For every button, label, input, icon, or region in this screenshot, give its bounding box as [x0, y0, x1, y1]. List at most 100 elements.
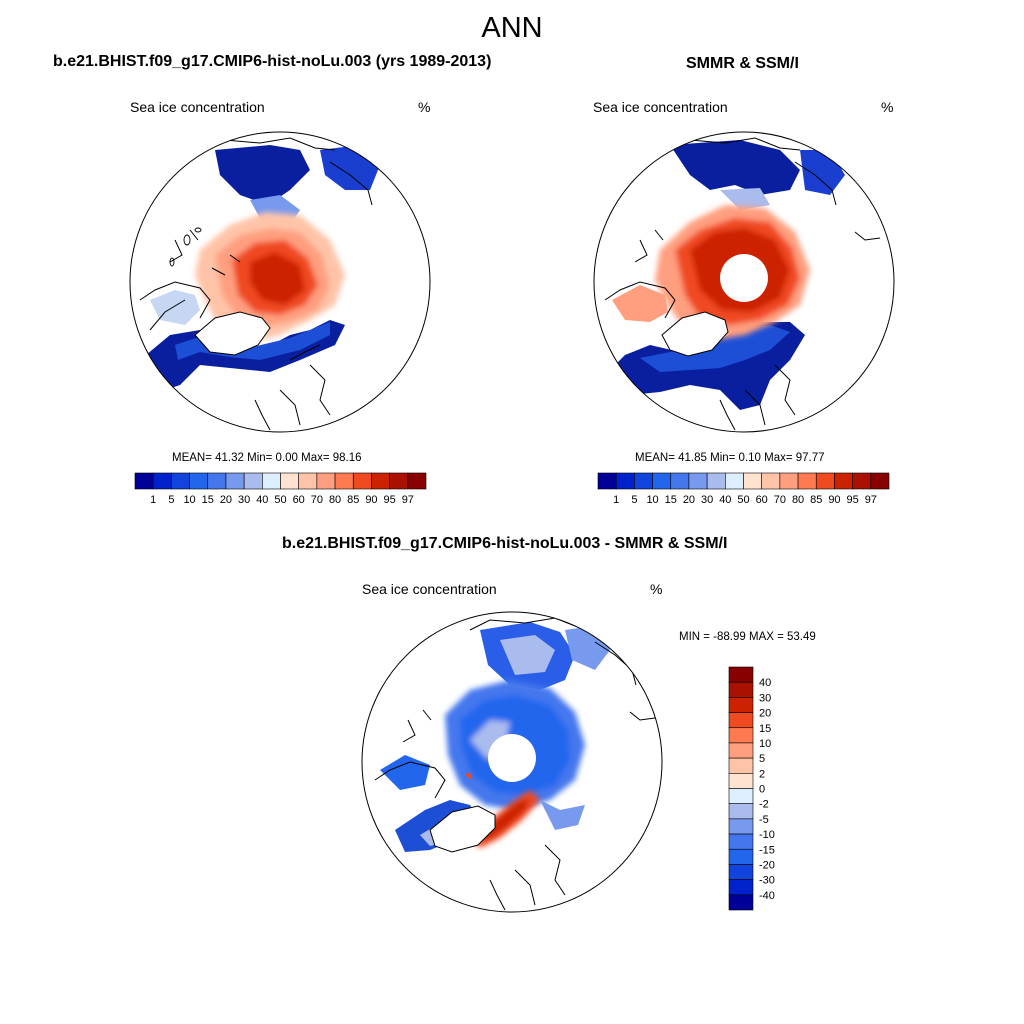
diff-colorbar-tick-label: 15 [759, 723, 771, 735]
obs-colorbar-swatch [652, 472, 672, 490]
model-colorbar-swatch [298, 472, 318, 490]
obs-colorbar-swatch [615, 472, 635, 490]
diff-colorbar-swatch [728, 833, 754, 850]
obs-colorbar-swatch [761, 472, 781, 490]
obs-colorbar-tick-label: 15 [665, 494, 677, 506]
model-polar-map [129, 131, 431, 433]
obs-colorbar-swatch [797, 472, 817, 490]
diff-colorbar-tick-label: 30 [759, 692, 771, 704]
model-colorbar-swatch [225, 472, 245, 490]
obs-colorbar-swatch [725, 472, 744, 490]
diff-units-label: % [650, 581, 663, 597]
obs-colorbar-tick-label: 20 [683, 494, 695, 506]
obs-colorbar-swatch [815, 472, 835, 490]
model-colorbar-swatch [171, 472, 190, 490]
diff-colorbar-tick-label: 20 [759, 708, 771, 720]
model-hudson-bay-ice [150, 290, 200, 325]
diff-min-max: MIN = -88.99 MAX = 53.49 [679, 631, 816, 643]
model-colorbar-swatch [316, 472, 336, 490]
diff-greenland [429, 805, 496, 853]
model-colorbar-swatch [280, 472, 299, 490]
model-colorbar-tick-label: 40 [256, 494, 268, 506]
obs-okhotsk-ice [800, 150, 845, 195]
obs-hudson-bay-ice [612, 285, 668, 322]
model-colorbar-tick-label: 70 [311, 494, 323, 506]
model-colorbar-tick-label: 90 [365, 494, 377, 506]
obs-variable-label: Sea ice concentration [593, 99, 728, 115]
model-colorbar-tick-label: 10 [183, 494, 195, 506]
diff-colorbar-swatch [728, 848, 754, 865]
diff-colorbar-swatch [728, 697, 754, 713]
obs-colorbar-swatch [870, 472, 890, 490]
diff-kara-region [540, 800, 585, 830]
model-colorbar-tick-label: 5 [168, 494, 174, 506]
diff-colorbar-swatch [728, 879, 754, 896]
model-greenland [194, 311, 271, 356]
diff-colorbar-tick-label: -10 [759, 829, 775, 841]
obs-colorbar-tick-label: 30 [701, 494, 713, 506]
figure-title: ANN [481, 12, 543, 44]
obs-colorbar-swatch [834, 472, 853, 490]
model-colorbar-swatch [243, 472, 263, 490]
diff-colorbar-tick-label: -20 [759, 859, 775, 871]
obs-colorbar-tick-label: 97 [865, 494, 877, 506]
obs-colorbar: 1 5 10 15 20 30 40 50 60 70 80 85 90 95 97 [597, 472, 890, 506]
model-variable-label: Sea ice concentration [130, 99, 265, 115]
model-colorbar-swatch [389, 472, 409, 490]
diff-colorbar-swatch [728, 864, 754, 880]
obs-polar-map [593, 131, 895, 433]
diff-colorbar-swatch [728, 894, 754, 911]
model-colorbar-tick-label: 85 [347, 494, 359, 506]
diff-colorbar-tick-label: 0 [759, 784, 765, 796]
obs-marginal-ice-inner [640, 325, 790, 372]
obs-colorbar-tick-label: 50 [737, 494, 749, 506]
diff-bering-inner [500, 635, 555, 675]
model-units-label: % [418, 99, 431, 115]
diff-colorbar-swatch [728, 788, 754, 804]
model-colorbar-swatch [407, 472, 427, 490]
obs-colorbar-tick-label: 85 [810, 494, 822, 506]
diff-colorbar-tick-label: 2 [759, 768, 765, 780]
obs-units-label: % [881, 99, 894, 115]
diff-colorbar-swatch [728, 803, 754, 820]
model-colorbar-tick-label: 80 [329, 494, 341, 506]
diff-pole-hole [488, 734, 536, 782]
obs-colorbar-swatch [852, 472, 872, 490]
diff-colorbar-tick-label: -15 [759, 844, 775, 856]
model-colorbar-tick-label: 30 [238, 494, 250, 506]
diff-colorbar-swatch [728, 666, 754, 683]
model-colorbar-swatch [189, 472, 209, 490]
model-colorbar-tick-label: 20 [220, 494, 232, 506]
model-colorbar-tick-label: 50 [274, 494, 286, 506]
model-colorbar-tick-label: 15 [202, 494, 214, 506]
diff-variable-label: Sea ice concentration [362, 581, 497, 597]
diff-colorbar-tick-label: 40 [759, 677, 771, 689]
diff-polar-map [361, 611, 663, 913]
diff-colorbar-tick-label: -5 [759, 814, 769, 826]
diff-map-boundary [361, 611, 663, 913]
model-colorbar-swatch [352, 472, 372, 490]
model-colorbar-swatch [262, 472, 281, 490]
model-panel-title: b.e21.BHIST.f09_g17.CMIP6-hist-noLu.003 … [53, 53, 492, 70]
model-colorbar-swatch [334, 472, 354, 490]
model-okhotsk-ice [320, 145, 380, 190]
model-colorbar-tick-label: 97 [402, 494, 414, 506]
diff-colorbar-tick-label: -2 [759, 799, 769, 811]
obs-colorbar-tick-label: 1 [613, 494, 619, 506]
diff-colorbar-swatch [728, 773, 754, 789]
obs-map-boundary [593, 131, 895, 433]
diff-hudson-region [380, 755, 430, 790]
obs-colorbar-tick-label: 5 [631, 494, 637, 506]
obs-pole-hole [720, 254, 768, 302]
model-stats: MEAN= 41.32 Min= 0.00 Max= 98.16 [172, 452, 362, 464]
model-map-boundary [129, 131, 431, 433]
obs-colorbar-swatch [670, 472, 690, 490]
diff-colorbar-swatch [728, 757, 754, 774]
obs-greenland [661, 311, 729, 357]
obs-colorbar-tick-label: 70 [774, 494, 786, 506]
diff-colorbar-swatch [728, 818, 754, 835]
obs-colorbar-swatch [743, 472, 762, 490]
diff-colorbar-swatch [728, 681, 754, 698]
model-colorbar-tick-label: 1 [150, 494, 156, 506]
